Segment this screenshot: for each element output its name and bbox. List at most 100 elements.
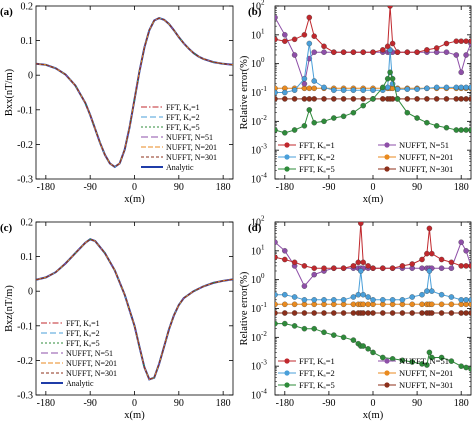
y-tick-label: -0.2	[17, 356, 33, 367]
x-axis-label: x(m)	[124, 194, 145, 205]
data-point-fft1	[360, 259, 366, 266]
data-point-fft5	[448, 358, 455, 364]
data-point-fft2	[458, 84, 464, 91]
data-point-fft2	[331, 297, 337, 303]
legend-entry-label: NUFFT, N=201	[166, 143, 217, 152]
data-point-fft1	[275, 254, 278, 260]
data-point-nufft301	[340, 310, 347, 316]
data-point-nufft301	[301, 96, 308, 102]
x-tick-label: 0	[371, 398, 376, 409]
data-point-fft1	[380, 265, 386, 271]
x-axis-label: x(m)	[363, 410, 384, 421]
x-tick-label: -180	[276, 182, 294, 193]
y-tick-label: 10	[251, 88, 261, 99]
y-tick-label: 0.1	[21, 36, 34, 47]
data-point-nufft301	[433, 96, 440, 102]
panel-label: (d)	[248, 222, 262, 234]
data-point-nufft201	[275, 301, 278, 308]
data-point-fft2	[291, 87, 298, 93]
data-point-fft5	[350, 109, 357, 116]
data-point-fft1	[419, 256, 425, 263]
data-point-nufft301	[409, 310, 415, 316]
data-point-nufft51	[438, 265, 445, 271]
y-tick-exponent: 0	[261, 272, 265, 280]
y-tick-label: -0.1	[17, 105, 33, 116]
data-point-fft1	[331, 265, 337, 271]
data-point-nufft51	[321, 49, 327, 55]
data-point-nufft201	[409, 301, 415, 308]
data-point-fft2	[340, 87, 347, 93]
data-point-fft1	[370, 265, 376, 271]
data-point-fft2	[399, 297, 406, 303]
panel-a: -180 -90 0 90 180 x(m) -0.3 -0.2 -0.1 0 0.1 0.2 Bxx(…	[0, 2, 234, 205]
data-point-fft1	[331, 49, 337, 55]
data-point-nufft301	[424, 96, 430, 102]
legend-marker-fft1	[284, 142, 290, 148]
data-point-fft2	[443, 84, 450, 91]
data-point-fft1	[291, 259, 298, 266]
legend-entry-label: NUFFT, N=51	[399, 356, 449, 366]
data-point-fft1	[409, 261, 415, 267]
data-point-nufft301	[360, 310, 366, 316]
data-point-fft5	[275, 320, 278, 327]
data-point-fft5	[340, 334, 347, 341]
data-point-nufft301	[419, 310, 425, 316]
data-point-fft5	[429, 354, 435, 361]
data-point-fft2	[275, 291, 278, 298]
data-point-fft5	[463, 364, 469, 371]
data-point-fft2	[384, 84, 391, 91]
legend-entry-label: FFT, Kₐ=2	[66, 329, 100, 338]
data-point-fft5	[399, 357, 406, 364]
data-point-fft5	[389, 75, 396, 82]
legend-entry-label: FFT, Kₐ=2	[166, 113, 200, 122]
data-point-fft5	[424, 362, 430, 368]
data-point-fft5	[365, 346, 371, 352]
data-point-fft2	[291, 294, 298, 300]
data-point-nufft201	[311, 85, 317, 92]
data-point-fft5	[424, 119, 430, 126]
data-point-fft2	[404, 86, 411, 92]
data-point-fft1	[438, 256, 445, 263]
data-point-nufft201	[419, 301, 425, 308]
x-tick-label: 180	[454, 182, 469, 193]
data-point-nufft201	[365, 301, 371, 308]
legend-marker-nufft301	[384, 166, 390, 172]
data-point-nufft301	[350, 310, 357, 316]
data-point-nufft51	[463, 248, 469, 254]
data-point-fft2	[301, 297, 308, 303]
data-point-nufft301	[350, 96, 357, 102]
y-tick-exponent: -1	[261, 301, 267, 309]
data-point-fft1	[311, 33, 317, 39]
data-point-fft2	[360, 291, 366, 298]
data-point-fft5	[306, 107, 313, 113]
data-point-fft2	[463, 84, 469, 91]
legend-entry-label: FFT, Kₐ=5	[299, 380, 335, 390]
data-point-nufft301	[380, 96, 386, 102]
data-point-fft2	[365, 294, 371, 300]
y-tick-label: 0	[28, 287, 33, 298]
data-point-nufft301	[389, 310, 396, 316]
x-tick-label: -180	[37, 398, 55, 409]
x-tick-label: -90	[322, 398, 335, 409]
data-point-fft2	[370, 297, 376, 303]
data-point-fft5	[360, 343, 366, 349]
data-point-nufft301	[429, 310, 435, 316]
data-point-nufft301	[365, 310, 371, 316]
data-point-fft5	[458, 127, 464, 133]
data-point-fft1	[468, 38, 471, 44]
y-tick-label: 10	[251, 2, 261, 13]
legend-entry-label: FFT, Kₐ=5	[299, 164, 335, 174]
data-point-nufft51	[453, 52, 460, 58]
data-point-nufft201	[438, 301, 445, 308]
legend-marker-nufft201	[384, 154, 390, 160]
series-line-nufft301	[36, 17, 233, 168]
data-point-fft1	[384, 43, 391, 50]
data-point-fft1	[350, 49, 357, 55]
data-point-nufft301	[275, 96, 278, 102]
legend-marker-fft5	[284, 166, 290, 172]
data-point-nufft301	[282, 310, 288, 316]
